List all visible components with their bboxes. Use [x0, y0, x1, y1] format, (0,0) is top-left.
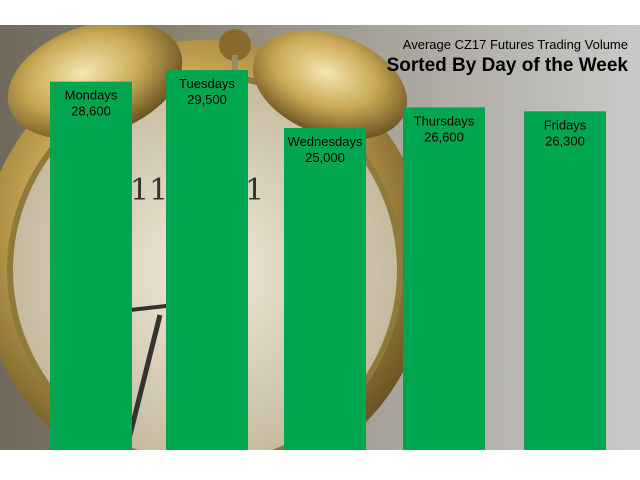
value-label: 28,600: [71, 104, 111, 119]
category-label: Mondays: [65, 88, 118, 103]
chart-area: 12 11 1 Mondays28,600Tuesdays29,500Wedne…: [0, 25, 640, 450]
value-label: 26,600: [424, 129, 464, 144]
category-label: Tuesdays: [179, 76, 235, 91]
category-label: Fridays: [544, 117, 587, 132]
svg-text:1: 1: [245, 173, 264, 208]
svg-text:11: 11: [130, 173, 168, 208]
category-label: Thursdays: [414, 113, 475, 128]
bar-mondays: [50, 81, 132, 450]
chart-title: Sorted By Day of the Week: [386, 55, 628, 76]
bar-thursdays: [403, 107, 485, 450]
value-label: 26,300: [545, 133, 585, 148]
bar-fridays: [524, 111, 606, 450]
bar-wednesdays: [284, 128, 366, 450]
value-label: 25,000: [305, 150, 345, 165]
chart-subtitle: Average CZ17 Futures Trading Volume: [402, 37, 628, 52]
bar-tuesdays: [166, 70, 248, 450]
value-label: 29,500: [187, 92, 227, 107]
category-label: Wednesdays: [288, 134, 363, 149]
